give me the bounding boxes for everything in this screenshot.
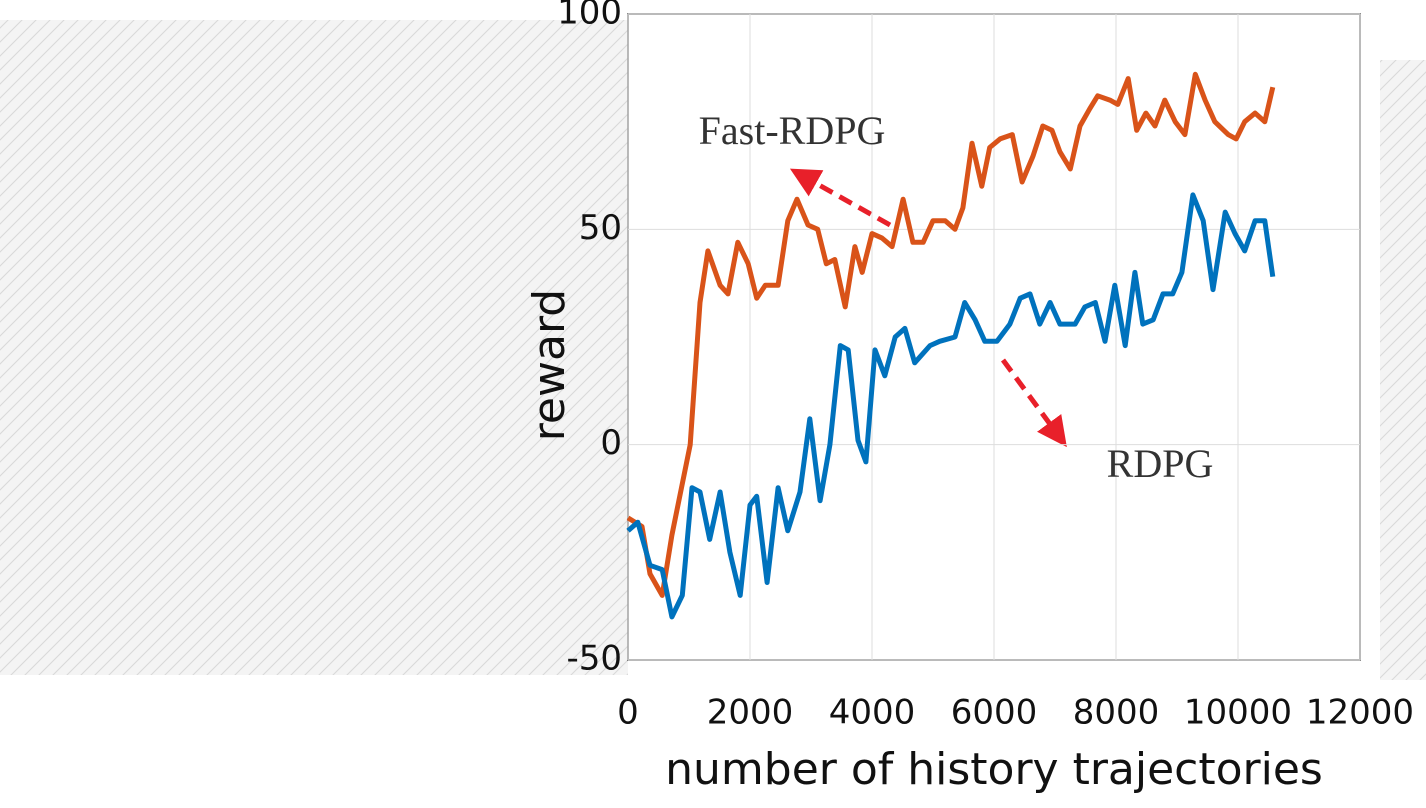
x-axis-label: number of history trajectories (665, 744, 1323, 795)
x-tick-label: 6000 (951, 693, 1038, 733)
annotation: Fast-RDPG (699, 108, 886, 153)
series-line (626, 192, 1276, 620)
background-image (1380, 60, 1426, 680)
annotation-arrow (1000, 358, 1067, 448)
y-tick-label: 0 (600, 423, 622, 463)
y-tick-label: 50 (579, 208, 622, 248)
x-tick-label: 2000 (707, 693, 794, 733)
background-image (0, 20, 628, 675)
y-tick-label: 100 (557, 0, 622, 33)
series-line (626, 71, 1276, 598)
x-tick-label: 4000 (829, 693, 916, 733)
x-tick-label: 10000 (1184, 693, 1292, 733)
x-tick-label: 12000 (1306, 693, 1414, 733)
annotation-arrow (789, 168, 892, 228)
y-tick-label: -50 (566, 639, 622, 679)
x-tick-label: 8000 (1073, 693, 1160, 733)
annotation: RDPG (1107, 441, 1214, 486)
x-tick-label: 0 (617, 693, 639, 733)
y-axis-label: reward (524, 289, 575, 441)
